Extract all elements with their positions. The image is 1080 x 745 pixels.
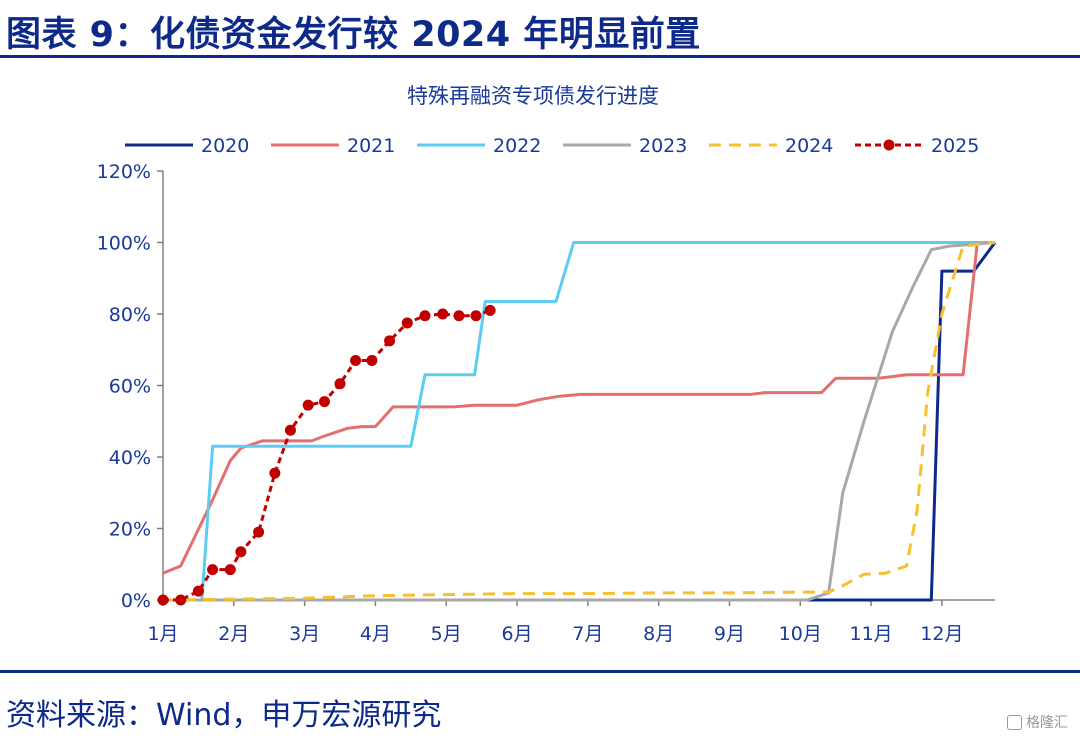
data-point-2025 <box>453 310 465 322</box>
footer-rule <box>0 670 1080 673</box>
data-point-2025 <box>334 378 346 390</box>
header-rule <box>0 55 1080 58</box>
data-point-2025 <box>269 467 281 479</box>
x-tick-label: 3月 <box>289 623 320 645</box>
data-point-2025 <box>484 304 496 316</box>
data-point-2025 <box>302 399 314 411</box>
legend-marker-2025 <box>883 139 895 151</box>
x-tick-label: 10月 <box>779 623 822 645</box>
data-point-2025 <box>470 310 482 322</box>
data-point-2025 <box>437 308 449 320</box>
data-point-2025 <box>401 317 413 329</box>
x-tick-label: 2月 <box>218 623 249 645</box>
y-tick-label: 20% <box>109 519 151 541</box>
data-point-2025 <box>157 594 169 606</box>
y-tick-label: 80% <box>109 304 151 326</box>
watermark-logo-icon <box>1007 714 1022 730</box>
data-point-2025 <box>253 526 265 538</box>
chart-legend: 2020 2021 2022 2023 2024 2025 <box>125 135 979 157</box>
data-point-2025 <box>318 396 330 408</box>
x-tick-label: 4月 <box>360 623 391 645</box>
watermark-text: 格隆汇 <box>1026 715 1068 731</box>
data-point-2025 <box>224 564 236 576</box>
data-point-2025 <box>384 335 396 347</box>
x-tick-label: 6月 <box>501 623 532 645</box>
y-tick-label: 120% <box>97 161 151 183</box>
watermark: 格隆汇 <box>1007 712 1068 732</box>
data-point-2025 <box>235 546 247 558</box>
y-tick-label: 60% <box>109 376 151 398</box>
y-axis: 0% 20% 40% 60% 80% 100% 120% <box>97 161 164 612</box>
x-tick-label: 9月 <box>714 623 745 645</box>
legend-label-2021: 2021 <box>347 135 395 157</box>
figure-title: 图表 9：化债资金发行较 2024 年明显前置 <box>6 15 701 55</box>
legend-label-2023: 2023 <box>639 135 687 157</box>
x-tick-label: 12月 <box>920 623 963 645</box>
line-chart: 特殊再融资专项债发行进度 2020 2021 2022 2023 2024 2025 0%… <box>97 84 997 645</box>
x-tick-label: 8月 <box>643 623 674 645</box>
y-tick-label: 40% <box>109 447 151 469</box>
y-tick-label: 100% <box>97 233 151 255</box>
plot-area <box>157 241 997 606</box>
data-point-2025 <box>419 310 431 322</box>
data-point-2025 <box>284 424 296 436</box>
figure-header: 图表 9：化债资金发行较 2024 年明显前置 <box>0 0 1080 58</box>
source-note: 资料来源：Wind，申万宏源研究 <box>6 698 442 733</box>
series-line-2020 <box>163 241 997 602</box>
y-tick-label: 0% <box>121 590 151 612</box>
legend-label-2020: 2020 <box>201 135 249 157</box>
x-axis: 1月 2月 3月 4月 5月 6月 7月 8月 9月 10月 11月 12月 <box>147 599 995 645</box>
data-point-2025 <box>350 354 362 366</box>
data-point-2025 <box>207 564 219 576</box>
legend-label-2024: 2024 <box>785 135 833 157</box>
x-tick-label: 1月 <box>147 623 178 645</box>
x-tick-label: 5月 <box>431 623 462 645</box>
series-line-2022 <box>163 241 995 602</box>
series-line-2021 <box>162 241 995 575</box>
legend-label-2022: 2022 <box>493 135 541 157</box>
data-point-2025 <box>175 594 187 606</box>
data-point-2025 <box>366 354 378 366</box>
chart-title: 特殊再融资专项债发行进度 <box>407 84 659 108</box>
series-line-2024 <box>162 241 996 602</box>
data-point-2025 <box>192 585 204 597</box>
series-line-2023 <box>163 241 996 602</box>
x-tick-label: 7月 <box>572 623 603 645</box>
x-tick-label: 11月 <box>849 623 892 645</box>
legend-label-2025: 2025 <box>931 135 979 157</box>
